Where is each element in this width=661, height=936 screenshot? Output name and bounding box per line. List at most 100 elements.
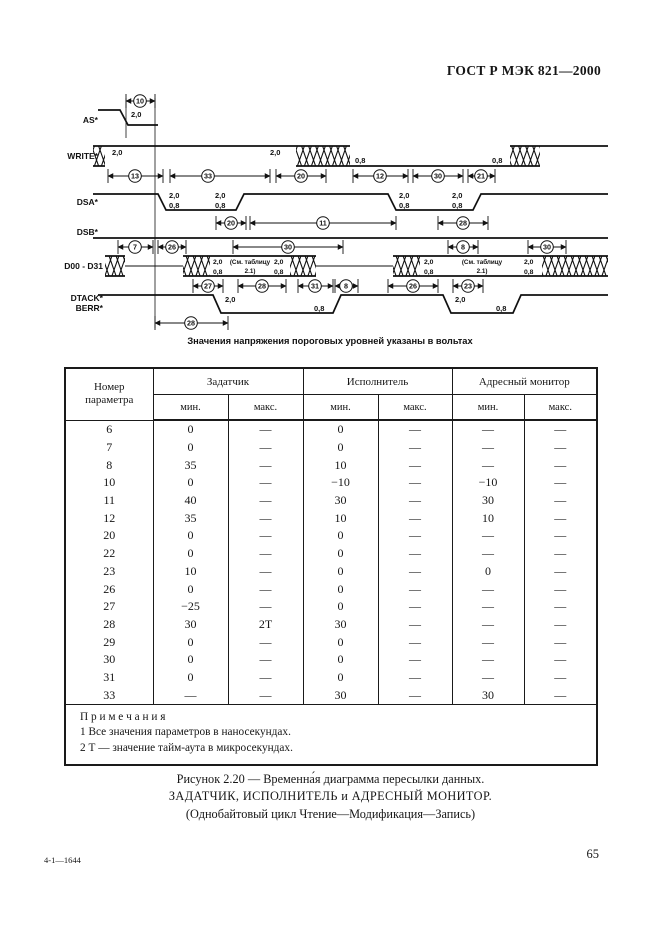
value-cell: — [451,580,525,598]
value-cell: 10 [451,509,525,528]
param-callout-number: 31 [311,282,319,291]
param-number-cell: 8 [64,456,154,475]
value-cell: 0 [302,527,379,545]
param-callout-number: 20 [297,172,305,181]
param-callout: 11 [249,216,397,230]
figure-caption: Рисунок 2.20 — Временна́я диаграмма пере… [0,771,661,823]
value-cell: 0 [302,650,379,669]
value-cell: — [451,527,525,545]
param-callout-number: 23 [464,282,472,291]
value-cell: — [227,438,304,457]
value-cell: — [227,527,304,545]
value-cell: — [523,491,598,510]
table-notes: П р и м е ч а н и я 1 Все значения парам… [64,703,598,765]
threshold-label: 0,8 [399,201,409,210]
timing-diagram: AS* 2,0 WRITE* 2,0 2,0 0,8 0,8 DSA* 2,0 … [64,94,608,346]
signal-data-bus-waveform: D00 - D31 2,0 0,8 (См. таблицу 2.1) 2,0 … [64,255,608,277]
param-callout: 30 [232,240,344,254]
value-cell: — [377,491,453,510]
table-row: 30 0—0— — — [64,650,598,669]
group-header-master: Задатчик [152,368,304,395]
param-number-cell: 31 [64,668,154,687]
value-cell: — [377,580,453,598]
value-cell: — [227,650,304,669]
column-header-param-line1: Номер [93,380,125,393]
param-callout-number: 20 [227,219,235,228]
threshold-label: 2,0 [112,148,122,157]
value-cell: 30 [302,491,379,510]
subheader-max: макс. [377,394,453,421]
param-callout-number: 27 [204,282,212,291]
bus-note: 2.1) [245,268,256,275]
value-cell: — [227,544,304,563]
threshold-label: 0,8 [524,269,534,276]
threshold-label: 0,8 [452,201,462,210]
param-callout: 26 [157,240,187,254]
table-row: 31 0—0— — — [64,668,598,687]
column-header-param-line2: параметра [85,394,134,407]
bus-note: 2.1) [477,268,488,275]
table-row: 8 35—10— — — [64,456,598,475]
value-cell: — [523,597,598,616]
param-callout-number: 13 [131,172,139,181]
signal-label: D00 - D31 [64,261,103,271]
group-header-slave: Исполнитель [302,368,453,395]
param-callout: 31 [297,279,334,293]
value-cell: — [377,686,453,705]
signal-label: BERR* [76,303,104,313]
value-cell: 2T [227,615,304,634]
param-callout: 10 [125,94,156,108]
param-callout-number: 30 [543,243,551,252]
value-cell: — [377,420,453,439]
value-cell: 0 [302,597,379,616]
value-cell: — [523,633,598,651]
signal-dsb-waveform: DSB* [77,227,608,239]
note-line: 2 Т — значение тайм-аута в микросекундах… [80,741,293,754]
param-callout: 12 [352,169,409,183]
value-cell: — [227,509,304,528]
value-cell: 30 [451,491,525,510]
value-cell: 35 [152,509,229,528]
table-row: 28 30 2T 30— — — [64,615,598,634]
table-row: 23 10—0—0— [64,562,598,581]
param-number-cell: 6 [64,420,154,439]
value-cell: — [377,597,453,616]
param-callout-number: 28 [459,219,467,228]
table-row: 12 35—10—10— [64,509,598,528]
value-cell: — [227,597,304,616]
table-row: 22 0—0— — — [64,544,598,563]
param-callout: 21 [467,169,496,183]
param-callout: 28 [237,279,287,293]
value-cell: — [451,420,525,439]
figure-caption-line2: ЗАДАТЧИК, ИСПОЛНИТЕЛЬ и АДРЕСНЫЙ МОНИТОР… [168,789,493,804]
value-cell: — [377,527,453,545]
value-cell: — [523,615,598,634]
value-cell: — [451,668,525,687]
value-cell: — [377,544,453,563]
value-cell: — [227,633,304,651]
group-header-monitor: Адресный монитор [451,368,598,395]
threshold-label: 2,0 [274,259,284,266]
threshold-label: 2,0 [399,191,409,200]
table-row: 29 0—0— — — [64,633,598,651]
param-callout: 30 [527,240,567,254]
value-cell: 0 [451,562,525,581]
table-row: 20 0—0— — — [64,527,598,545]
signal-dsa-waveform: DSA* 2,0 0,8 2,0 0,8 2,0 0,8 2,0 0,8 [77,191,608,211]
value-cell: — [377,438,453,457]
subheader-max: макс. [227,394,304,421]
value-cell: — [451,456,525,475]
value-cell: — [451,650,525,669]
param-callout-number: 28 [258,282,266,291]
signal-label: DSB* [77,227,99,237]
param-number-cell: 23 [64,562,154,581]
value-cell: — [523,509,598,528]
threshold-label: 2,0 [169,191,179,200]
value-cell: −10 [451,474,525,492]
signal-dtack-berr-waveform: DTACK* BERR* 2,0 0,8 2,0 0,8 [71,293,608,314]
value-cell: — [227,474,304,492]
value-cell: — [377,562,453,581]
signal-label: AS* [83,115,99,125]
value-cell: — [377,456,453,475]
table-row: 27 −25—0— — — [64,597,598,616]
